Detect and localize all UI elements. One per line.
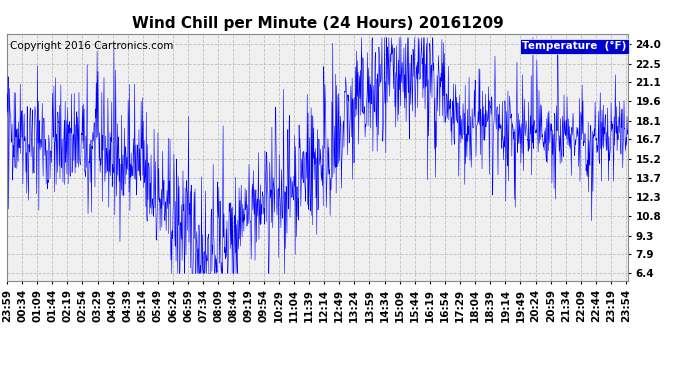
Text: Temperature  (°F): Temperature (°F) (522, 41, 627, 51)
Text: Copyright 2016 Cartronics.com: Copyright 2016 Cartronics.com (10, 41, 173, 51)
Title: Wind Chill per Minute (24 Hours) 20161209: Wind Chill per Minute (24 Hours) 2016120… (132, 16, 503, 31)
